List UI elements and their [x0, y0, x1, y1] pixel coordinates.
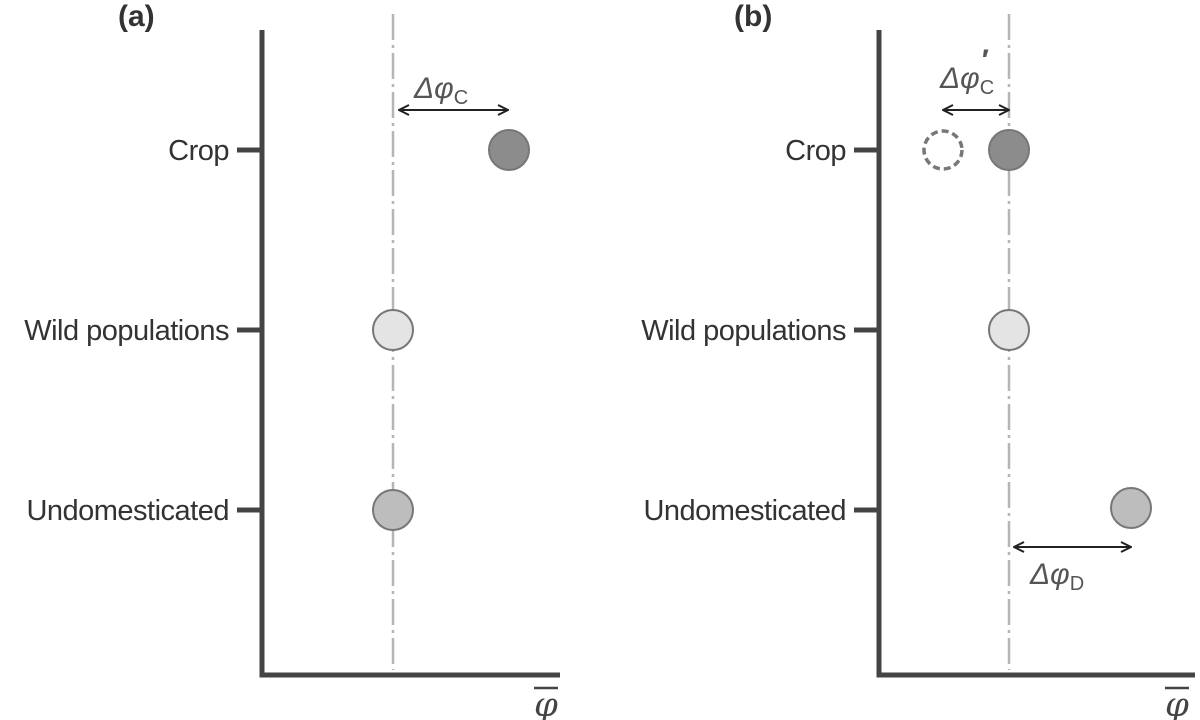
panel-b-dot-crop [988, 129, 1030, 171]
panel-a-label-crop: Crop [168, 135, 229, 167]
panel-b-axis [876, 30, 1195, 678]
panel-a-dot-undomesticated [372, 489, 414, 531]
panel-a: (a) Crop Wild populations Undomesticated… [24, 0, 560, 720]
panel-a-dot-crop [488, 129, 530, 171]
panel-b-dot-undomesticated [1110, 487, 1152, 529]
panel-a-dot-wild [372, 309, 414, 351]
panel-b-delta-c-prime-label: ΔφC′ [939, 44, 994, 99]
panel-b: (b) Crop Wild populations Undomesticated… [641, 0, 1195, 720]
panel-a-label-undomesticated: Undomesticated [26, 495, 229, 527]
panel-a-label: (a) [118, 0, 155, 33]
panel-b-dot-crop-original [922, 129, 964, 171]
panel-b-label: (b) [734, 0, 772, 33]
panel-b-label-wild: Wild populations [641, 315, 846, 347]
panel-a-delta-c-label: ΔφC [413, 72, 468, 109]
panel-b-axis-symbol: φ [1165, 685, 1189, 720]
panel-a-axis-symbol: φ [534, 685, 558, 720]
panel-b-label-undomesticated: Undomesticated [643, 495, 846, 527]
panel-b-dot-wild [988, 309, 1030, 351]
panel-a-axis [259, 30, 560, 678]
panel-b-label-crop: Crop [785, 135, 846, 167]
panel-a-label-wild: Wild populations [24, 315, 229, 347]
panel-b-delta-d-label: ΔφD [1029, 558, 1084, 595]
